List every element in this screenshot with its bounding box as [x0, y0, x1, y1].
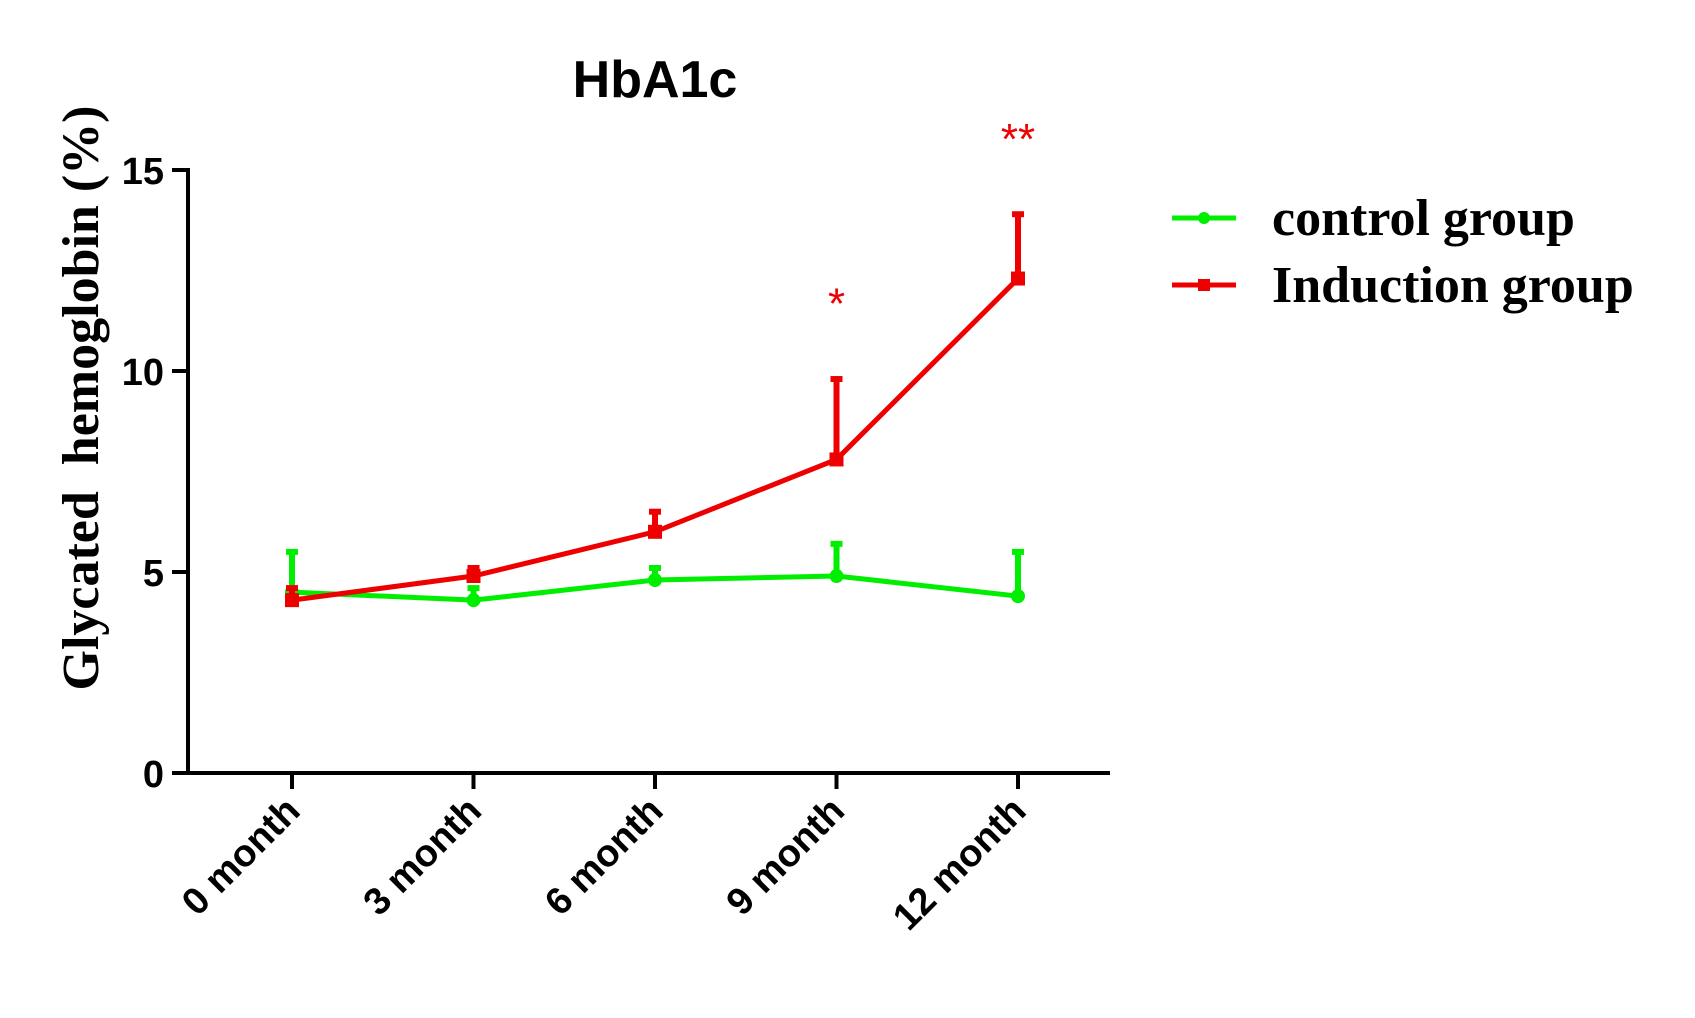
chart-title: HbA1c — [573, 51, 738, 109]
data-point — [466, 593, 481, 608]
y-tick-label: 5 — [143, 553, 164, 595]
legend-item: Induction group — [1172, 257, 1634, 314]
series-line — [291, 276, 1020, 603]
x-tick-label: 9 month — [719, 790, 853, 924]
data-point — [1011, 271, 1025, 286]
y-tick-label: 15 — [122, 151, 164, 193]
legend-marker — [1198, 212, 1210, 224]
series-layer — [285, 211, 1025, 608]
significance-marker: * — [828, 280, 845, 329]
y-tick-label: 10 — [122, 352, 164, 394]
x-tick-label: 6 month — [537, 790, 671, 924]
data-point — [829, 452, 844, 467]
data-point — [829, 569, 844, 584]
data-point — [466, 569, 481, 584]
y-tick-label: 0 — [143, 754, 164, 796]
data-point — [1011, 589, 1025, 604]
data-point — [285, 593, 299, 608]
data-point — [648, 524, 662, 539]
annotation-layer: *** — [828, 115, 1035, 329]
series-1 — [285, 211, 1025, 608]
legend-marker — [1198, 279, 1210, 291]
data-point — [648, 573, 662, 588]
y-axis-label: Glycated hemoglobin (%) — [53, 106, 110, 691]
legend-label: Induction group — [1272, 257, 1634, 314]
legend: control group Induction group — [1172, 190, 1634, 314]
x-tick-label: 12 month — [885, 790, 1034, 939]
y-ticks: 0 5 10 15 — [122, 151, 188, 796]
x-tick-label: 0 month — [174, 790, 308, 924]
legend-label: control group — [1272, 190, 1575, 247]
legend-item: control group — [1172, 190, 1575, 247]
series-0 — [285, 540, 1025, 608]
x-ticks: 0 month 3 month 6 month 9 month 12 month — [174, 773, 1034, 939]
significance-marker: ** — [1001, 115, 1035, 164]
x-tick-label: 3 month — [356, 790, 490, 924]
